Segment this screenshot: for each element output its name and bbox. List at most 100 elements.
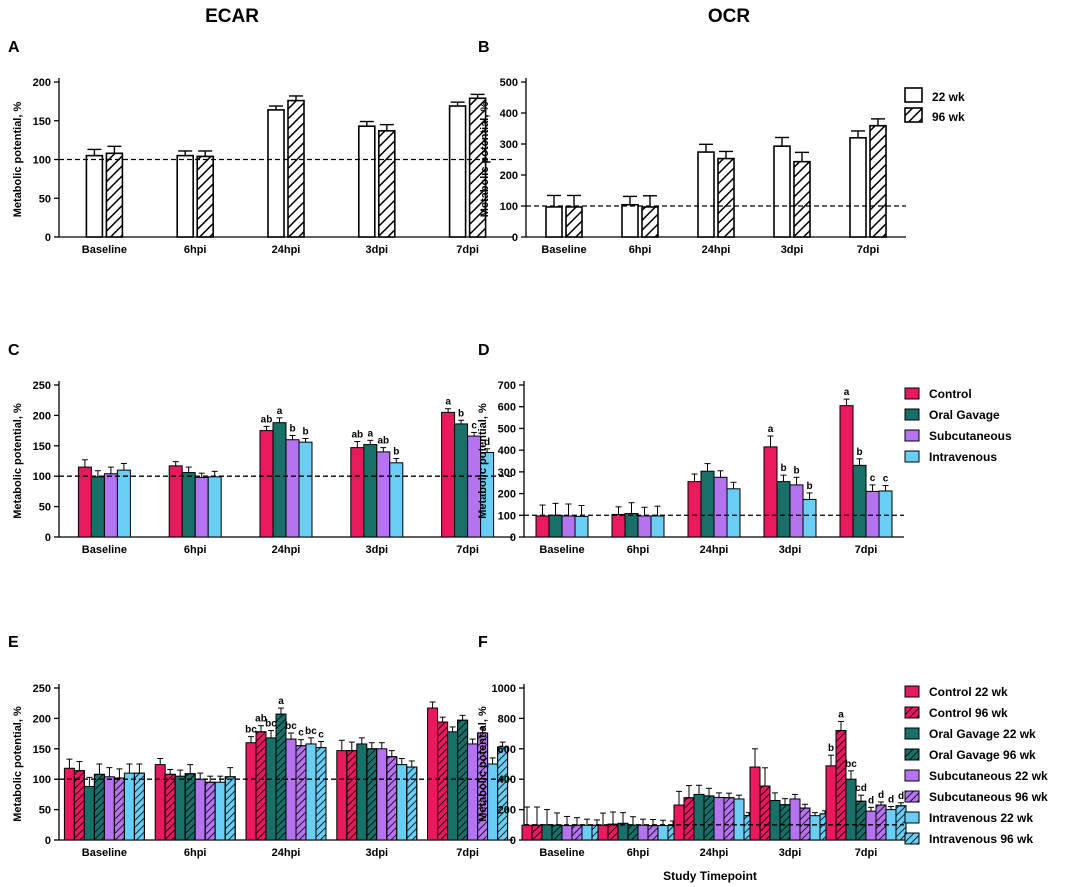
bar-24hpi-control-22-wk [673, 804, 685, 841]
bar-3dpi-oral-gavage [776, 481, 791, 538]
bar-hatch [406, 766, 418, 841]
legend-label-control-22-wk: Control 22 wk [929, 685, 1008, 699]
significance-label: a [368, 428, 374, 439]
y-tick-label: 500 [498, 423, 516, 435]
significance-label: ab [261, 414, 273, 425]
legend-label-control-96-wk: Control 96 wk [929, 706, 1008, 720]
bar-hatch [133, 772, 145, 841]
bar-hatch [315, 747, 327, 841]
significance-label: a [277, 406, 283, 417]
x-tick-label: 6hpi [184, 544, 207, 556]
significance-label: bc [305, 726, 317, 737]
y-tick-label: 100 [498, 510, 516, 522]
significance-label: b [780, 463, 786, 474]
bar-7dpi-96-wk [869, 124, 887, 238]
panel-label: B [478, 39, 490, 56]
significance-label: ab [255, 714, 267, 725]
bar-24hpi-intravenous [726, 488, 741, 538]
legend-label-oral-gavage-96-wk: Oral Gavage 96 wk [929, 748, 1036, 762]
legend-label-96-wk: 96 wk [932, 110, 965, 124]
y-tick-label: 400 [498, 445, 516, 457]
legend-swatch-intravenous [904, 450, 920, 463]
x-tick-label: 3dpi [779, 847, 802, 859]
legend-swatch-oral-gavage-22-wk [904, 727, 920, 740]
bar-hatch [647, 825, 659, 841]
significance-label: ab [351, 430, 363, 441]
bar-hatch [759, 785, 771, 841]
y-tick-label: 400 [498, 774, 516, 786]
y-tick-label: 50 [39, 193, 51, 205]
legend-swatch-22-wk [904, 87, 923, 103]
bar-3dpi-control-22-wk [336, 750, 348, 841]
significance-label: bc [845, 759, 857, 770]
bar-7dpi-oral-gavage [852, 464, 867, 538]
bar-7dpi-control-22-wk [825, 765, 837, 841]
bar-hatch [93, 773, 105, 841]
bar-hatch [73, 770, 85, 841]
y-tick-label: 150 [33, 441, 51, 453]
bar-hatch [627, 824, 639, 841]
panel-b: B Metabolic potential, % 0 100 200 300 400 500 B… [478, 39, 965, 256]
bar-hatch [551, 824, 563, 841]
bar-24hpi-intravenous-22-wk [733, 798, 745, 841]
bar-7dpi-control [839, 405, 854, 538]
significance-label: b [856, 447, 862, 458]
x-tick-label: 3dpi [779, 544, 802, 556]
bar-7dpi-22-wk [448, 105, 467, 238]
y-tick-label: 50 [39, 805, 51, 817]
significance-label: d [868, 795, 874, 806]
bar-3dpi-subcutaneous-22-wk [789, 798, 801, 841]
x-tick-label: Baseline [541, 244, 586, 256]
bar-3dpi-subcutaneous-22-wk [376, 748, 388, 841]
bar-baseline-subcutaneous-22-wk [561, 825, 573, 841]
bar-24hpi-oral-gavage-22-wk [265, 737, 277, 841]
bar-24hpi-control [687, 481, 702, 538]
bar-3dpi-96-wk [377, 130, 396, 238]
significance-label: b [793, 465, 799, 476]
bar-24hpi-intravenous-22-wk [305, 743, 317, 841]
bar-24hpi-control-22-wk [245, 742, 257, 841]
significance-label: c [883, 474, 889, 485]
significance-label: c [318, 730, 324, 741]
bar-6hpi-22-wk [176, 154, 194, 238]
bar-baseline-intravenous [574, 515, 589, 538]
bar-6hpi-subcutaneous-22-wk [637, 824, 649, 841]
bar-7dpi-22-wk [849, 137, 867, 238]
bar-7dpi-control [441, 411, 456, 538]
bar-6hpi-intravenous [650, 515, 665, 538]
x-tick-label: 24hpi [272, 244, 301, 256]
y-tick-label: 0 [45, 532, 51, 544]
bar-hatch [184, 773, 196, 841]
bar-6hpi-control-22-wk [154, 764, 166, 841]
bar-3dpi-intravenous [802, 498, 817, 538]
bar-6hpi-intravenous-22-wk [657, 825, 669, 841]
x-tick-label: 7dpi [857, 244, 880, 256]
y-tick-label: 600 [498, 744, 516, 756]
legend-label-subcutaneous: Subcutaneous [929, 429, 1012, 443]
bar-hatch [255, 731, 267, 841]
bar-24hpi-subcutaneous [713, 476, 728, 538]
significance-label: bc [285, 721, 297, 732]
legend-label-intravenous-96-wk: Intravenous 96 wk [929, 832, 1033, 846]
y-tick-label: 200 [33, 410, 51, 422]
x-tick-label: 3dpi [365, 544, 388, 556]
legend-label-oral-gavage: Oral Gavage [929, 408, 1000, 422]
bar-6hpi-intravenous [207, 476, 222, 538]
bar-3dpi-intravenous [389, 462, 404, 538]
bar-24hpi-subcutaneous [285, 439, 300, 538]
x-tick-label: 3dpi [781, 244, 804, 256]
bar-3dpi-control [350, 447, 365, 538]
y-tick-label: 1000 [492, 683, 516, 695]
panel-label: A [8, 39, 20, 56]
bar-baseline-intravenous-22-wk [123, 772, 135, 841]
bar-hatch [703, 795, 715, 841]
bar-baseline-intravenous-22-wk [581, 824, 593, 841]
y-tick-label: 50 [39, 502, 51, 514]
legend-swatch-hatch [904, 832, 920, 845]
ecar-header: ECAR [205, 6, 259, 27]
bar-3dpi-22-wk [773, 145, 791, 238]
x-tick-label: 7dpi [456, 847, 479, 859]
significance-label: bc [245, 725, 257, 736]
legend-label-intravenous: Intravenous [929, 450, 997, 464]
bar-hatch [835, 730, 847, 841]
